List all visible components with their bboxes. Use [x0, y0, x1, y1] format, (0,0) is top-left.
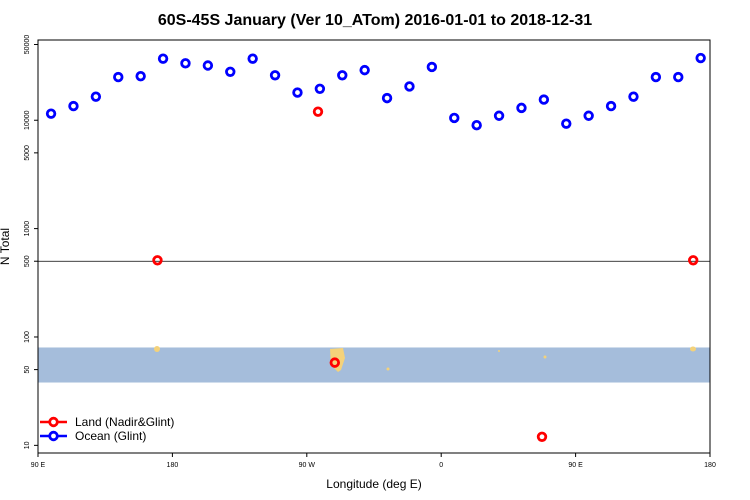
plot-area — [37, 39, 711, 454]
legend: Land (Nadir&Glint)Ocean (Glint) — [40, 415, 174, 443]
x-axis-label: Longitude (deg E) — [326, 477, 421, 491]
land-patch — [154, 346, 160, 352]
ocean-point — [225, 66, 236, 77]
land-point — [688, 255, 699, 266]
x-tick-label: 90 E — [31, 462, 46, 469]
ocean-point — [471, 119, 482, 131]
ocean-point — [113, 71, 124, 83]
plot-frame — [37, 39, 711, 454]
y-tick-label: 10 — [24, 441, 31, 449]
ocean-point — [381, 92, 393, 104]
legend-label: Ocean (Glint) — [75, 429, 146, 443]
ocean-point — [561, 118, 572, 129]
x-axis: 90 E 180 90 W 0 90 E 180 — [31, 453, 716, 469]
land-patch — [498, 350, 500, 352]
ocean-point — [404, 81, 415, 92]
ocean-point — [202, 60, 214, 71]
ocean-point — [426, 61, 438, 73]
ocean-point — [180, 58, 191, 69]
ocean-point — [673, 71, 684, 83]
land-patch — [543, 355, 547, 359]
land-point — [152, 255, 163, 266]
ocean-point — [68, 100, 79, 112]
land-patch — [386, 367, 390, 371]
ocean-point — [314, 83, 326, 95]
ocean-point — [135, 70, 146, 82]
ocean-point — [583, 110, 594, 121]
land-point — [536, 431, 548, 442]
x-tick-label: 90 E — [568, 462, 583, 469]
y-tick-label: 100 — [24, 331, 31, 343]
ocean-point — [605, 100, 617, 112]
ocean-point — [695, 52, 706, 64]
ocean-point — [90, 91, 102, 102]
land-point — [329, 357, 340, 368]
x-tick-label: 90 W — [299, 462, 316, 469]
x-tick-label: 0 — [439, 462, 443, 469]
map-ocean-band — [38, 347, 710, 383]
ocean-point — [157, 53, 169, 64]
ocean-point — [269, 70, 281, 81]
ocean-point — [493, 110, 505, 121]
ocean-point — [449, 112, 460, 124]
y-tick-label: 1000 — [24, 221, 31, 237]
x-tick-label: 180 — [167, 462, 179, 469]
ocean-point — [516, 102, 527, 114]
ocean-point — [650, 71, 662, 83]
ocean-point — [45, 108, 57, 119]
data-marks — [45, 52, 706, 442]
ocean-point — [337, 70, 348, 81]
legend-marker — [48, 430, 59, 442]
y-tick-label: 5000 — [24, 145, 31, 161]
land-point — [312, 106, 324, 117]
land-patch — [690, 346, 696, 352]
chart-title: 60S-45S January (Ver 10_ATom) 2016-01-01… — [158, 12, 592, 29]
y-tick-label: 50 — [24, 366, 31, 374]
y-axis: 10 50 100 500 1000 5000 10000 50000 — [24, 35, 38, 449]
ocean-point — [292, 87, 303, 98]
x-tick-label: 180 — [704, 462, 716, 469]
ocean-point — [628, 91, 639, 102]
y-tick-label: 10000 — [24, 110, 31, 130]
y-tick-label: 50000 — [24, 35, 31, 55]
legend-label: Land (Nadir&Glint) — [75, 415, 174, 429]
y-tick-label: 500 — [24, 255, 31, 267]
ocean-point — [538, 94, 550, 105]
ocean-point — [247, 53, 258, 64]
y-axis-label: N Total — [0, 228, 12, 265]
legend-marker — [48, 416, 59, 428]
ocean-point — [359, 64, 370, 76]
